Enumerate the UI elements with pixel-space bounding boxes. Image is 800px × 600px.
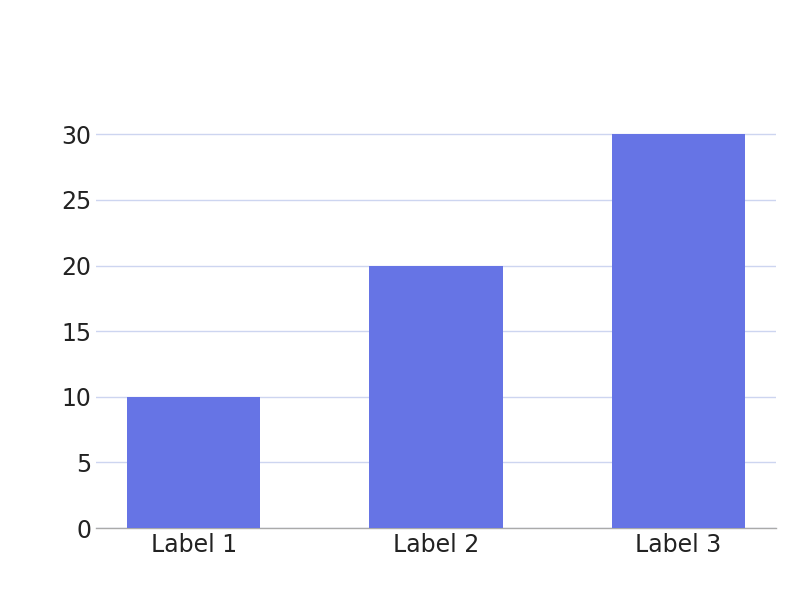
Bar — [612, 134, 745, 528]
Bar — [370, 265, 502, 528]
Bar — [127, 397, 260, 528]
